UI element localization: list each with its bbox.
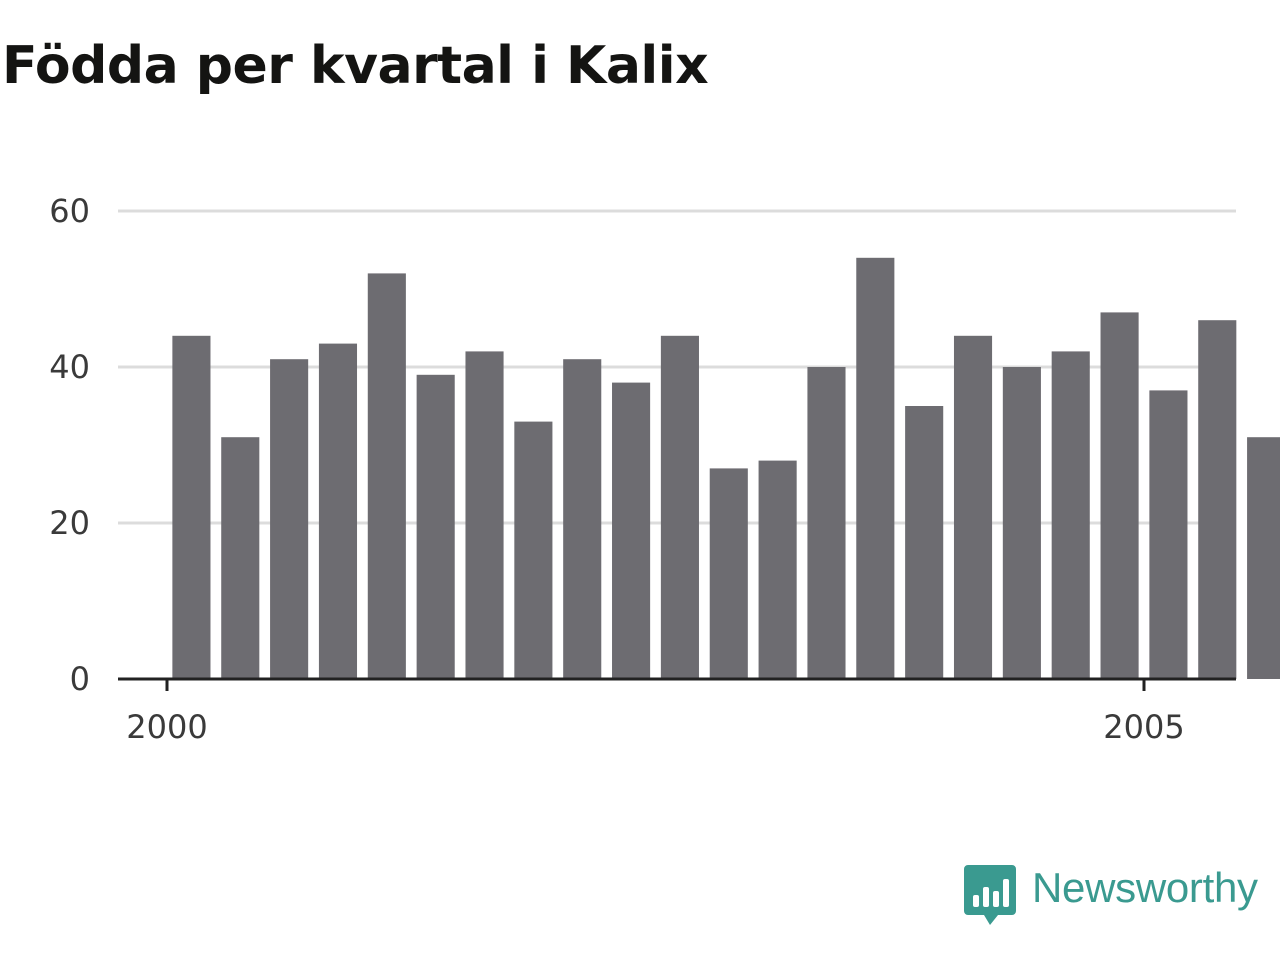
bar bbox=[905, 406, 944, 679]
bars: 18 bbox=[172, 257, 1280, 679]
chart-title: Födda per kvartal i Kalix bbox=[2, 36, 709, 96]
x-tick-label: 2000 bbox=[126, 708, 207, 746]
bar bbox=[514, 421, 553, 679]
bar bbox=[1198, 320, 1237, 679]
axes: 0204060200020052010201520202025 bbox=[49, 192, 1236, 746]
bar bbox=[856, 257, 895, 679]
bar bbox=[709, 468, 748, 679]
bar bbox=[172, 335, 211, 679]
bar bbox=[660, 335, 699, 679]
bar bbox=[416, 374, 455, 679]
bar-chart-speech-bubble-icon bbox=[964, 865, 1016, 925]
y-tick-label: 20 bbox=[49, 504, 90, 542]
bar bbox=[1149, 390, 1188, 679]
bar bbox=[367, 273, 406, 679]
x-tick-label: 2005 bbox=[1103, 708, 1184, 746]
bar bbox=[221, 437, 260, 679]
bar bbox=[1247, 437, 1280, 679]
bar bbox=[1051, 351, 1090, 679]
logo-text: Newsworthy bbox=[1032, 864, 1258, 911]
bar bbox=[807, 367, 846, 679]
y-tick-label: 0 bbox=[70, 660, 90, 698]
bar bbox=[1002, 367, 1041, 679]
bar bbox=[465, 351, 504, 679]
y-tick-label: 60 bbox=[49, 192, 90, 230]
bar bbox=[318, 343, 358, 679]
y-tick-label: 40 bbox=[49, 348, 90, 386]
bar bbox=[612, 382, 651, 679]
bar bbox=[758, 460, 797, 679]
bar bbox=[270, 359, 309, 679]
newsworthy-logo: Newsworthy bbox=[964, 864, 1258, 928]
bar bbox=[1100, 312, 1139, 679]
bar bbox=[563, 359, 602, 679]
bar bbox=[953, 335, 993, 679]
